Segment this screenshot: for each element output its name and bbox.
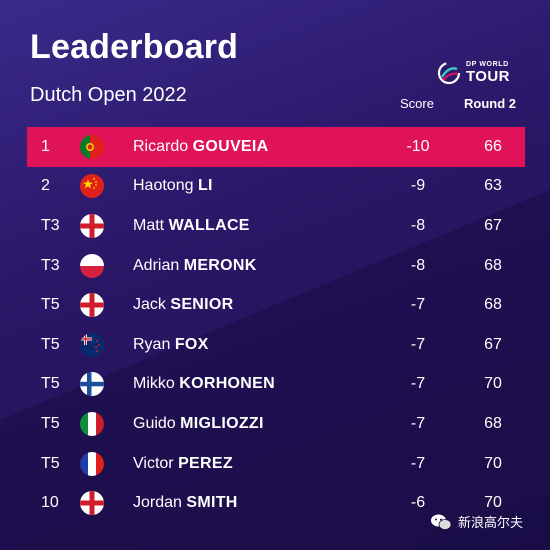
portugal-flag-icon: [80, 134, 104, 159]
total-score: -10: [406, 137, 430, 155]
round-score: 67: [484, 335, 502, 353]
italy-flag-icon: [80, 411, 104, 436]
leaderboard-row: T5 Ryan FOX -7 67: [27, 325, 525, 365]
total-score: -7: [410, 335, 426, 353]
player-first-name: Jack: [133, 296, 166, 314]
total-score: -7: [410, 296, 426, 314]
leaderboard-row: 2 Haotong LI -9 63: [27, 167, 525, 207]
player-first-name: Matt: [133, 216, 165, 234]
position: T3: [41, 256, 60, 274]
round-score: 68: [484, 296, 502, 314]
china-flag-icon: [80, 174, 104, 199]
position: 10: [41, 494, 59, 512]
position: 2: [41, 177, 50, 195]
player-last-name: SENIOR: [170, 296, 234, 314]
round-score: 68: [484, 256, 502, 274]
player-last-name: WALLACE: [168, 216, 250, 234]
finland-flag-icon: [80, 372, 104, 397]
player-last-name: FOX: [174, 335, 209, 353]
total-score: -7: [410, 414, 426, 432]
total-score: -7: [410, 454, 426, 472]
logo-text-bottom: TOUR: [466, 68, 510, 85]
player-first-name: Haotong: [133, 177, 194, 195]
player-first-name: Mikko: [133, 375, 175, 393]
player-first-name: Ricardo: [133, 137, 189, 155]
leaderboard-table: 1 Ricardo GOUVEIA -10 66 2 Haotong LI -9 63 T3 Ma…: [27, 127, 525, 523]
leaderboard-row: T5 Jack SENIOR -7 68: [27, 285, 525, 325]
score-column-header: Score: [400, 96, 434, 111]
player-name: Jack SENIOR: [133, 296, 393, 314]
dp-world-tour-logo: DP WORLD TOUR: [436, 58, 526, 88]
leaderboard-row: T3 Adrian MERONK -8 68: [27, 246, 525, 286]
total-score: -8: [410, 256, 426, 274]
player-first-name: Victor: [133, 454, 174, 472]
player-first-name: Ryan: [133, 335, 171, 353]
page-subtitle: Dutch Open 2022: [30, 84, 187, 106]
player-name: Victor PEREZ: [133, 455, 393, 473]
player-first-name: Adrian: [133, 256, 180, 274]
player-first-name: Jordan: [133, 494, 182, 512]
tour-logo-icon: [437, 61, 461, 85]
england-flag-icon: [80, 213, 104, 238]
round-score: 67: [484, 216, 502, 234]
player-last-name: LI: [197, 177, 213, 195]
round-score: 70: [484, 494, 502, 512]
position: T3: [41, 216, 60, 234]
player-first-name: Guido: [133, 414, 176, 432]
player-name: Ryan FOX: [133, 336, 393, 354]
page-title: Leaderboard: [30, 28, 239, 66]
england-flag-icon: [80, 293, 104, 318]
total-score: -6: [410, 494, 426, 512]
position: T5: [41, 335, 60, 353]
round-score: 66: [484, 137, 502, 155]
player-name: Adrian MERONK: [133, 257, 393, 275]
player-last-name: GOUVEIA: [192, 137, 269, 155]
position: T5: [41, 414, 60, 432]
position: 1: [41, 137, 50, 155]
player-last-name: MERONK: [183, 256, 257, 274]
leaderboard-row: T5 Mikko KORHONEN -7 70: [27, 365, 525, 405]
leaderboard-row: 1 Ricardo GOUVEIA -10 66: [27, 127, 525, 167]
player-name: Matt WALLACE: [133, 217, 393, 235]
poland-flag-icon: [80, 253, 104, 278]
england-flag-icon: [80, 491, 104, 516]
watermark: 新浪高尔夫: [430, 512, 523, 531]
total-score: -7: [410, 375, 426, 393]
player-last-name: MIGLIOZZI: [180, 414, 264, 432]
position: T5: [41, 454, 60, 472]
round-score: 70: [484, 375, 502, 393]
player-name: Guido MIGLIOZZI: [133, 415, 393, 433]
leaderboard-row: T5 Guido MIGLIOZZI -7 68: [27, 404, 525, 444]
round-score: 70: [484, 454, 502, 472]
leaderboard-row: T5 Victor PEREZ -7 70: [27, 444, 525, 484]
position: T5: [41, 375, 60, 393]
player-last-name: PEREZ: [178, 454, 233, 472]
round-column-header: Round 2: [464, 96, 516, 111]
position: T5: [41, 296, 60, 314]
round-score: 63: [484, 177, 502, 195]
player-name: Mikko KORHONEN: [133, 375, 393, 393]
new-zealand-flag-icon: [80, 332, 104, 357]
player-name: Jordan SMITH: [133, 494, 393, 512]
wechat-icon: [431, 514, 452, 530]
leaderboard-row: 10 Jordan SMITH -6 70: [27, 483, 525, 523]
player-last-name: KORHONEN: [179, 375, 275, 393]
logo-text-top: DP WORLD: [466, 61, 509, 68]
player-name: Ricardo GOUVEIA: [133, 138, 393, 156]
total-score: -9: [410, 177, 426, 195]
round-score: 68: [484, 414, 502, 432]
player-last-name: SMITH: [186, 494, 238, 512]
watermark-text: 新浪高尔夫: [458, 515, 524, 530]
player-name: Haotong LI: [133, 177, 393, 195]
france-flag-icon: [80, 451, 104, 476]
total-score: -8: [410, 216, 426, 234]
leaderboard-row: T3 Matt WALLACE -8 67: [27, 206, 525, 246]
